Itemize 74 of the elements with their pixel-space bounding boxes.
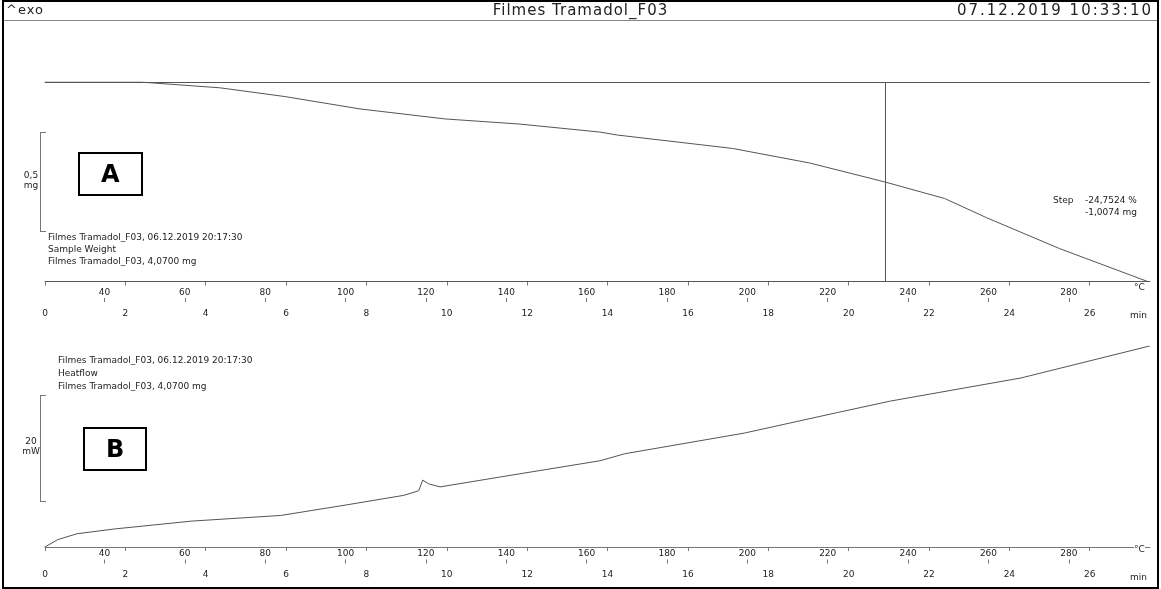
x2-tick-label: 160 <box>578 286 596 297</box>
x-tick-label: 6 <box>283 307 290 318</box>
y-axis-title: 20 mW <box>22 436 40 456</box>
annotation: Filmes Tramadol_F03, 06.12.2019 20:17:30 <box>48 232 243 242</box>
x-tick-label: 14 <box>601 569 614 579</box>
x-tick-label: 18 <box>762 569 775 579</box>
text: ^exo <box>6 2 44 17</box>
x2-tick-label: 120 <box>417 548 435 558</box>
x2-tick-label: 260 <box>979 548 998 558</box>
x-tick-label: 10 <box>441 307 453 318</box>
annotation: -24,7524 % <box>1085 195 1137 205</box>
x2-tick-label: 220 <box>819 286 837 297</box>
x-tick-label: 8 <box>363 569 370 579</box>
x-tick-label: 22 <box>923 307 935 318</box>
x-tick-label: 12 <box>521 569 533 579</box>
x-tick-label: 6 <box>283 569 290 579</box>
x-tick-label: 4 <box>202 569 209 579</box>
x2-tick-label: 120 <box>417 286 435 297</box>
x2-tick-label: 200 <box>738 548 757 558</box>
x-tick-label: 16 <box>682 307 694 318</box>
x2-tick-label: 160 <box>578 548 596 558</box>
x-tick-label: 12 <box>521 307 533 318</box>
x2-axis-title: °C <box>1134 543 1145 554</box>
annotation: Sample Weight <box>48 244 116 254</box>
chart-title: Filmes Tramadol_F03 <box>492 1 669 19</box>
x2-tick-label: 240 <box>899 286 917 297</box>
x2-tick-label: 140 <box>497 548 516 558</box>
x-tick-label: 8 <box>363 307 370 318</box>
x-tick-label: 16 <box>682 569 694 579</box>
x-tick-label: 22 <box>923 569 935 579</box>
annotation: -1,0074 mg <box>1085 207 1138 217</box>
x2-tick-label: 180 <box>658 286 676 297</box>
x-tick-label: 24 <box>1003 307 1016 318</box>
x-tick-label: 0 <box>42 307 49 318</box>
x2-tick-label: 40 <box>98 548 111 558</box>
x-tick-label: 10 <box>441 569 453 579</box>
x2-tick-label: 220 <box>819 548 837 558</box>
annotation: Step <box>1053 195 1074 205</box>
x-tick-label: 18 <box>762 307 775 318</box>
x2-tick-label: 60 <box>179 548 191 558</box>
y-axis-title: 0,5 mg <box>22 170 40 190</box>
x2-tick-label: 60 <box>179 286 191 297</box>
x-tick-label: 2 <box>122 307 129 318</box>
x2-tick-label: 260 <box>979 286 998 297</box>
x-tick-label: 14 <box>601 307 614 318</box>
x2-tick-label: 80 <box>259 286 272 297</box>
x-axis-title: min <box>1130 571 1147 582</box>
annotation: Filmes Tramadol_F03, 4,0700 mg <box>48 256 197 266</box>
x-axis-title: min <box>1130 310 1147 320</box>
x-tick-label: 2 <box>122 569 129 579</box>
x-tick-label: 4 <box>202 307 209 318</box>
text: 07.12.2019 10:33:10 <box>956 1 1153 19</box>
x-tick-label: 24 <box>1003 569 1016 579</box>
x2-tick-label: 40 <box>98 286 111 297</box>
x2-tick-label: 100 <box>336 286 355 297</box>
x2-tick-label: 140 <box>497 286 516 297</box>
annotation: B <box>83 427 148 471</box>
x2-tick-label: 280 <box>1060 548 1078 558</box>
x2-tick-label: 240 <box>899 548 917 558</box>
x-tick-label: 20 <box>842 569 855 579</box>
x2-tick-label: 180 <box>658 548 676 558</box>
x2-tick-label: 200 <box>738 286 757 297</box>
x2-tick-label: 280 <box>1060 286 1078 297</box>
annotation: A <box>78 152 143 196</box>
x-tick-label: 20 <box>842 307 855 318</box>
x-tick-label: 0 <box>42 569 49 579</box>
annotation: Filmes Tramadol_F03, 4,0700 mg <box>58 381 207 391</box>
annotation: Heatflow <box>58 368 98 378</box>
x2-tick-label: 80 <box>259 548 272 558</box>
x-tick-label: 26 <box>1084 569 1096 579</box>
x2-tick-label: 100 <box>336 548 355 558</box>
annotation: Filmes Tramadol_F03, 06.12.2019 20:17:30 <box>58 355 253 365</box>
x2-axis-title: °C <box>1134 282 1145 292</box>
x-tick-label: 26 <box>1084 307 1096 318</box>
